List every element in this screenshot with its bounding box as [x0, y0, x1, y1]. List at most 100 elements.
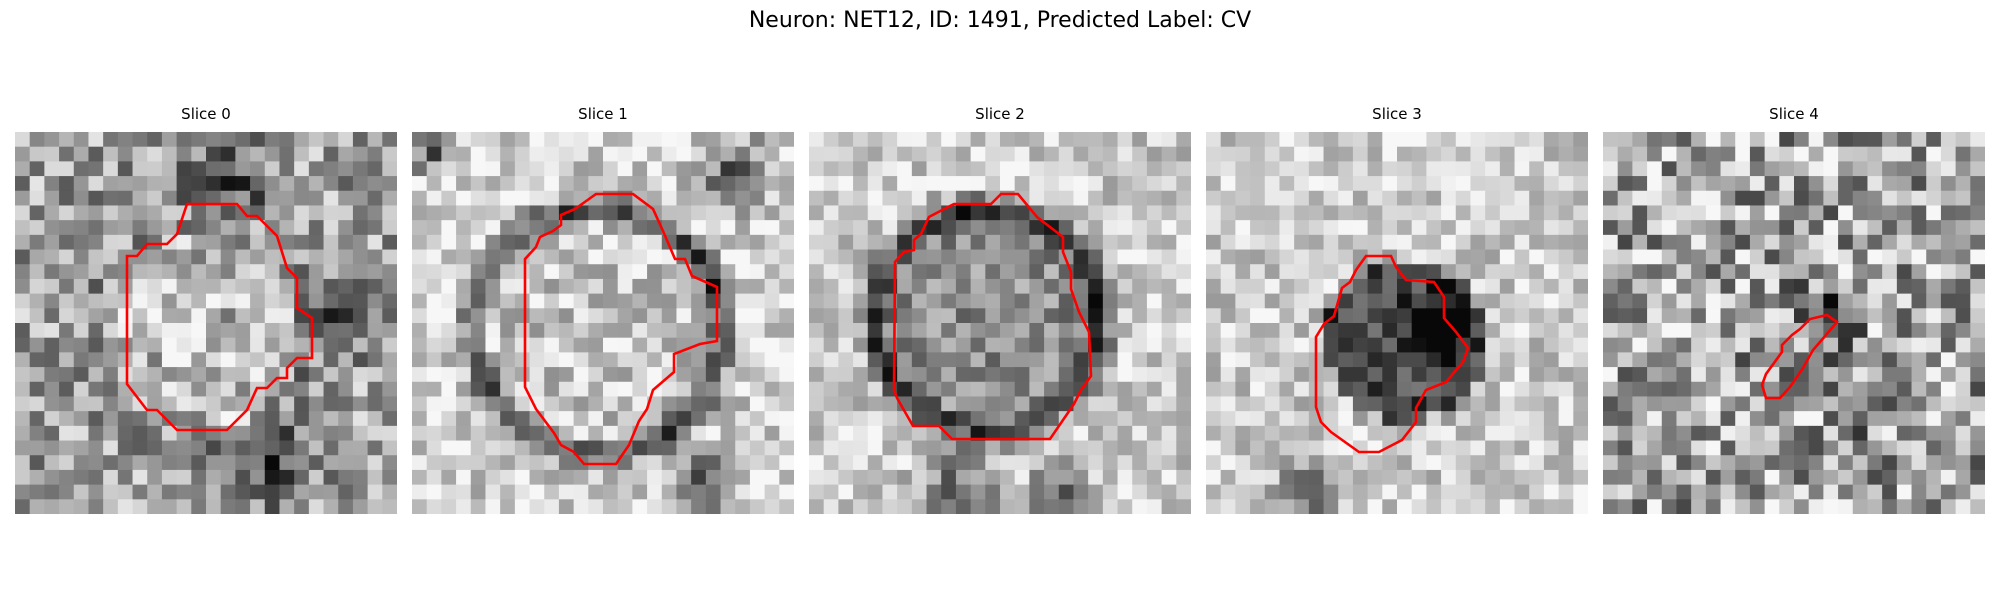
image-pixel — [1014, 323, 1030, 339]
image-pixel — [485, 425, 501, 442]
image-pixel — [705, 190, 722, 207]
image-pixel — [617, 278, 633, 295]
image-pixel — [426, 176, 442, 192]
image-pixel — [1647, 161, 1663, 177]
image-pixel — [220, 484, 236, 500]
image-pixel — [705, 146, 722, 162]
slice-title: Slice 2 — [975, 105, 1025, 123]
image-pixel — [1514, 264, 1530, 280]
image-pixel — [206, 469, 222, 486]
image-pixel — [412, 367, 428, 383]
image-pixel — [308, 425, 325, 442]
image-pixel — [1161, 308, 1177, 324]
image-pixel — [1397, 278, 1413, 295]
image-pixel — [1441, 176, 1457, 192]
image-pixel — [1705, 396, 1722, 412]
image-pixel — [412, 484, 428, 500]
image-pixel — [853, 132, 869, 148]
image-pixel — [1146, 190, 1163, 207]
image-pixel — [206, 190, 222, 207]
image-pixel — [1764, 396, 1780, 412]
image-pixel — [882, 469, 898, 486]
image-pixel — [1499, 249, 1516, 265]
image-pixel — [1808, 425, 1824, 442]
image-pixel — [1000, 396, 1016, 412]
image-pixel — [514, 264, 531, 280]
image-pixel — [426, 469, 442, 486]
image-pixel — [59, 323, 75, 339]
image-pixel — [1514, 220, 1530, 236]
image-pixel — [691, 220, 707, 236]
image-pixel — [1146, 396, 1163, 412]
image-pixel — [1279, 308, 1295, 324]
image-pixel — [485, 190, 501, 207]
image-pixel — [1088, 146, 1104, 162]
image-pixel — [514, 293, 531, 309]
image-pixel — [1779, 278, 1795, 295]
image-pixel — [1058, 499, 1075, 514]
image-pixel — [1455, 293, 1472, 309]
image-pixel — [1088, 352, 1104, 368]
image-pixel — [44, 278, 60, 295]
image-pixel — [955, 352, 972, 368]
image-pixel — [632, 440, 648, 456]
image-pixel — [308, 484, 325, 500]
image-pixel — [382, 455, 397, 471]
image-pixel — [132, 455, 148, 471]
image-pixel — [809, 205, 825, 221]
image-pixel — [1911, 396, 1927, 412]
image-pixel — [264, 396, 281, 412]
image-pixel — [470, 484, 487, 500]
image-pixel — [1279, 249, 1295, 265]
image-pixel — [1352, 132, 1369, 148]
image-pixel — [558, 249, 575, 265]
image-pixel — [1867, 469, 1883, 486]
image-pixel — [426, 190, 442, 207]
image-pixel — [103, 278, 119, 295]
image-pixel — [1088, 278, 1104, 295]
image-pixel — [1955, 455, 1971, 471]
image-pixel — [456, 249, 472, 265]
image-pixel — [897, 337, 913, 353]
image-pixel — [1102, 293, 1119, 309]
image-pixel — [882, 146, 898, 162]
image-pixel — [250, 146, 266, 162]
image-pixel — [29, 323, 45, 339]
image-pixel — [1323, 220, 1339, 236]
slice-panel: Slice 2 — [809, 104, 1191, 514]
image-pixel — [1382, 161, 1398, 177]
image-pixel — [1882, 190, 1898, 207]
image-pixel — [1455, 411, 1472, 427]
image-pixel — [1911, 234, 1927, 251]
image-pixel — [382, 176, 397, 192]
image-pixel — [250, 264, 266, 280]
image-pixel — [1235, 484, 1251, 500]
image-pixel — [926, 367, 942, 383]
image-pixel — [1852, 176, 1869, 192]
image-pixel — [1470, 190, 1486, 207]
image-pixel — [412, 499, 428, 514]
image-pixel — [1294, 293, 1310, 309]
image-pixel — [500, 337, 516, 353]
image-pixel — [1499, 293, 1516, 309]
image-pixel — [308, 440, 325, 456]
image-pixel — [1896, 132, 1913, 148]
image-pixel — [1014, 293, 1030, 309]
image-pixel — [59, 264, 75, 280]
image-pixel — [1426, 455, 1442, 471]
image-pixel — [323, 220, 339, 236]
image-pixel — [1632, 176, 1648, 192]
image-pixel — [1264, 455, 1281, 471]
image-pixel — [823, 264, 839, 280]
image-pixel — [59, 411, 75, 427]
image-pixel — [1323, 264, 1339, 280]
image-pixel — [1705, 249, 1722, 265]
image-pixel — [809, 455, 825, 471]
image-pixel — [1647, 499, 1663, 514]
image-pixel — [117, 440, 134, 456]
image-pixel — [1397, 220, 1413, 236]
image-pixel — [338, 484, 354, 500]
image-pixel — [29, 249, 45, 265]
image-pixel — [59, 132, 75, 148]
image-pixel — [1794, 411, 1810, 427]
